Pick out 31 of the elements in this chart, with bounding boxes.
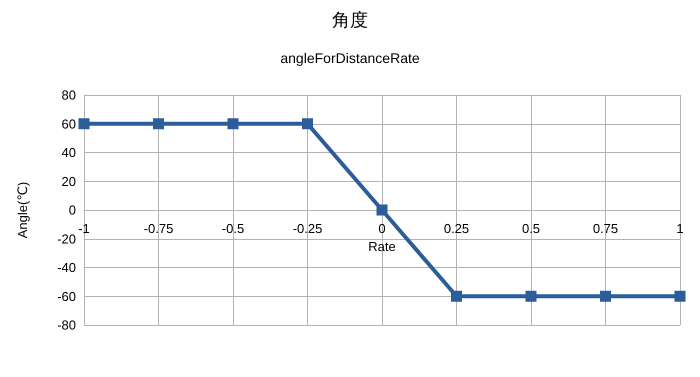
point (674, 290, 686, 302)
point (376, 204, 388, 216)
x-tick-label: -1 (78, 221, 90, 236)
y-axis-title: Angle(℃) (15, 182, 30, 238)
x-tick-label: 0.5 (522, 221, 540, 236)
x-tick-label: 0.75 (592, 221, 618, 236)
chart-subtitle: angleForDistanceRate (280, 50, 420, 66)
x-tick-label: 0.25 (444, 221, 470, 236)
point (228, 118, 238, 130)
point (451, 290, 462, 302)
chart-title: 角度 (332, 10, 368, 30)
y-tick-label: 0 (68, 202, 76, 218)
point (153, 118, 164, 130)
x-tick-label: -0.5 (222, 221, 244, 236)
y-tick-label: 40 (62, 145, 76, 160)
y-tick-label: -20 (57, 231, 76, 246)
x-axis-title: Rate (368, 238, 396, 254)
x-tick-label: -0.25 (292, 221, 322, 236)
y-tick-label: -40 (57, 260, 76, 275)
point (78, 118, 90, 130)
point (600, 290, 611, 302)
y-tick-label: 20 (62, 174, 76, 189)
y-tick-label: -80 (57, 318, 76, 332)
x-tick-label: 1 (676, 221, 684, 236)
y-tick-label: 60 (62, 116, 76, 132)
x-tick-label: -0.75 (144, 221, 174, 236)
x-tick-label: 0 (378, 221, 386, 236)
point (526, 290, 536, 302)
point (302, 118, 313, 130)
y-tick-label: -60 (57, 288, 76, 304)
y-tick-label: 80 (62, 88, 76, 102)
